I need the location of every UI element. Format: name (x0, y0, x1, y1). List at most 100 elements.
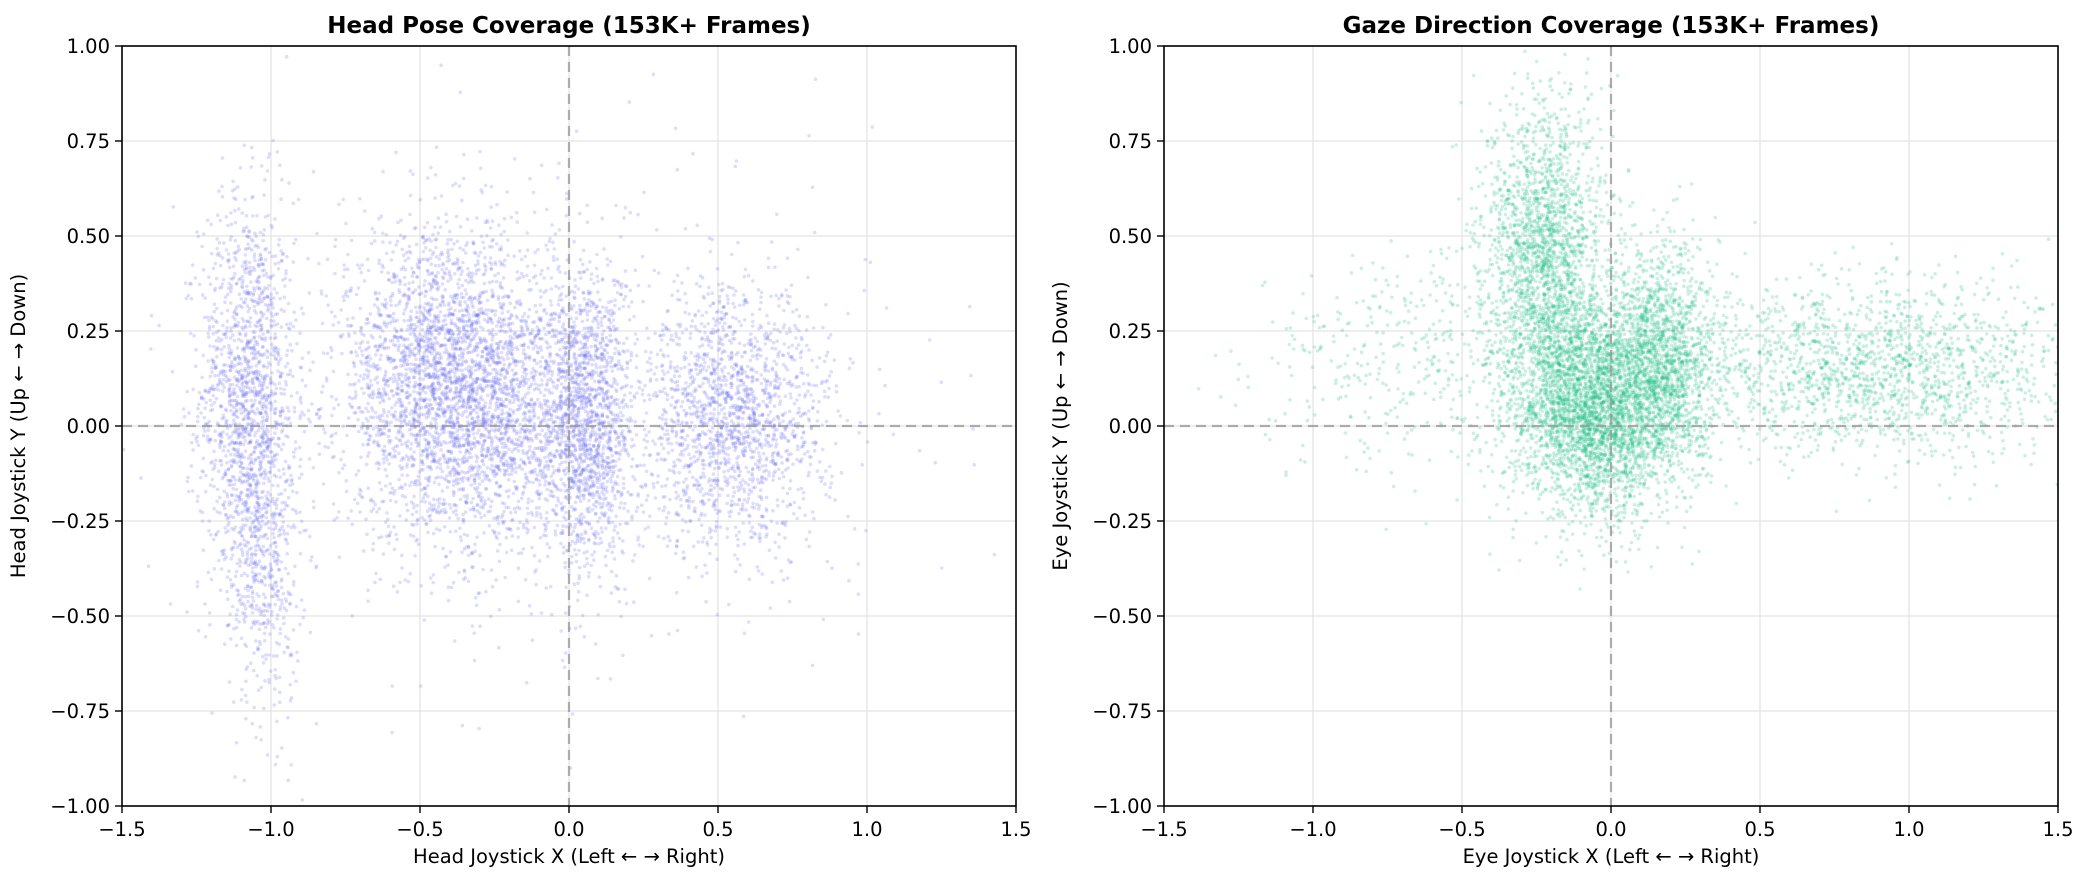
data-point (212, 465, 217, 470)
data-point (258, 462, 263, 466)
data-point (306, 350, 311, 355)
data-point (229, 365, 233, 369)
data-point (251, 330, 255, 334)
data-point (481, 273, 485, 277)
data-point (462, 348, 466, 352)
data-point (415, 315, 420, 320)
data-point (311, 466, 316, 470)
data-point (233, 453, 237, 457)
data-point (475, 376, 479, 381)
data-point (436, 216, 441, 220)
data-point (215, 237, 219, 241)
data-point (236, 354, 241, 359)
data-point (259, 397, 264, 401)
data-point (254, 564, 258, 569)
data-point (407, 385, 412, 389)
data-point (439, 343, 444, 348)
data-point (278, 527, 283, 531)
data-point (379, 392, 384, 396)
data-point (248, 528, 253, 533)
data-point (370, 226, 375, 231)
data-point (261, 471, 266, 475)
data-point (407, 281, 411, 286)
data-point (229, 434, 233, 439)
data-point (429, 591, 434, 595)
data-point (423, 432, 428, 437)
data-point (257, 389, 262, 394)
data-point (226, 467, 231, 471)
data-point (488, 256, 493, 260)
data-point (222, 548, 227, 552)
data-point (261, 415, 265, 420)
data-point (247, 366, 251, 371)
data-point (404, 415, 408, 419)
data-point (433, 418, 438, 423)
data-point (508, 327, 512, 331)
data-point (279, 325, 284, 329)
data-point (252, 419, 256, 423)
data-point (304, 528, 309, 532)
data-point (298, 416, 302, 421)
data-point (231, 179, 235, 184)
data-point (431, 387, 435, 392)
data-point (247, 229, 251, 233)
data-point (321, 427, 326, 431)
data-point (420, 235, 425, 239)
data-point (240, 517, 245, 522)
data-point (220, 282, 225, 286)
data-point (241, 392, 246, 397)
data-point (524, 355, 528, 359)
data-point (264, 246, 269, 251)
data-point (226, 223, 230, 228)
data-point (262, 468, 267, 473)
data-point (248, 562, 253, 567)
data-point (242, 346, 246, 351)
data-point (445, 384, 450, 389)
data-point (362, 391, 366, 396)
data-point (239, 525, 243, 530)
data-point (282, 606, 287, 610)
data-point (246, 541, 251, 545)
data-point (361, 410, 365, 415)
data-point (415, 537, 420, 542)
data-point (238, 166, 243, 170)
data-point (247, 230, 251, 234)
data-point (480, 354, 485, 359)
data-point (378, 327, 383, 331)
data-point (195, 584, 200, 589)
data-point (472, 250, 477, 255)
data-point (243, 479, 247, 484)
data-point (237, 620, 242, 624)
data-point (469, 322, 474, 327)
data-point (372, 230, 377, 235)
data-point (529, 371, 534, 375)
data-point (359, 325, 363, 330)
data-point (244, 259, 248, 264)
data-point (268, 583, 272, 587)
data-point (263, 338, 267, 343)
data-point (280, 500, 285, 505)
data-point (270, 623, 275, 627)
data-point (507, 391, 512, 396)
data-point (528, 339, 533, 343)
data-point (461, 338, 465, 342)
data-point (244, 267, 249, 271)
data-point (453, 308, 457, 313)
data-point (259, 443, 263, 447)
data-point (238, 276, 243, 281)
data-point (249, 553, 254, 557)
data-point (339, 308, 344, 312)
data-point (238, 475, 242, 480)
data-point (458, 246, 462, 250)
data-point (255, 324, 259, 329)
data-point (418, 197, 423, 202)
data-point (270, 499, 275, 504)
data-point (230, 493, 234, 498)
data-point (232, 460, 236, 465)
data-point (254, 363, 258, 368)
data-point (460, 269, 465, 274)
data-point (228, 441, 233, 446)
data-point (216, 336, 221, 340)
data-point (400, 404, 405, 408)
data-point (248, 476, 252, 481)
